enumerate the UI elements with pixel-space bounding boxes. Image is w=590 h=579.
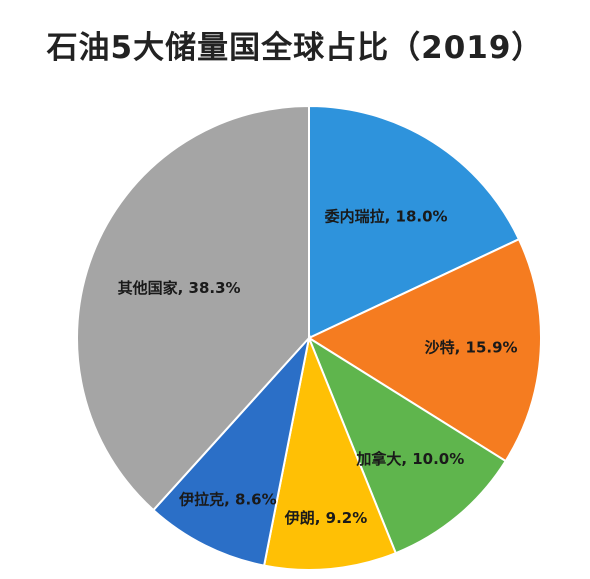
slice-label-2: 沙特, 15.9% [425,339,518,357]
slice-label-1: 委内瑞拉, 18.0% [325,208,448,226]
slice-labels: 委内瑞拉, 18.0% 沙特, 15.9% 加拿大, 10.0% 伊朗, 9.2% 伊拉… [118,208,518,528]
chart-title: 石油5大储量国全球占比（2019） [46,30,544,66]
pie-slices [76,104,542,571]
pie-slice-2 [306,237,542,463]
pie-slice-5 [151,334,311,567]
slice-label-3: 加拿大, 10.0% [355,450,464,468]
pie-slice-1 [308,104,521,340]
pie-slice-3 [306,335,508,555]
pie-slice-4 [262,334,398,571]
slice-label-5: 伊拉克, 8.6% [178,491,277,509]
slice-label-4: 伊朗, 9.2% [284,509,368,527]
pie-slice-6 [76,104,310,512]
slice-label-6: 其他国家, 38.3% [118,279,241,297]
